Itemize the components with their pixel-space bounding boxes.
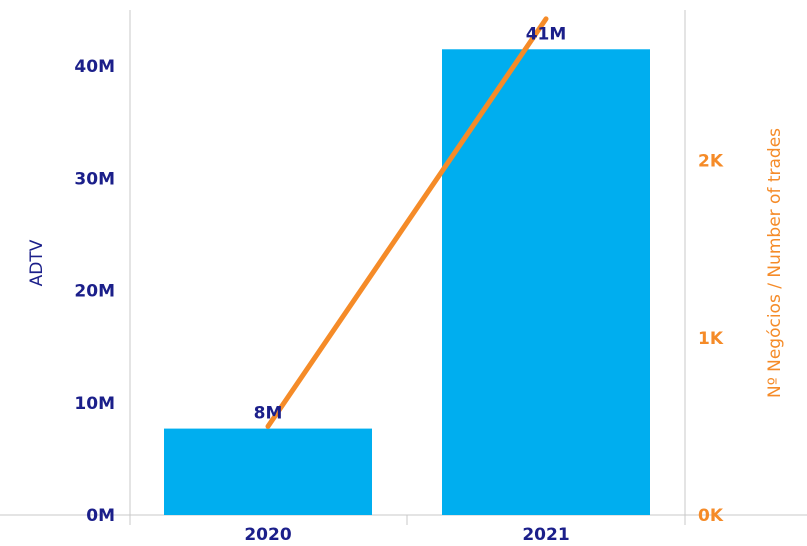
y-tick-label: 20M	[74, 282, 115, 302]
bars	[164, 49, 650, 515]
bar-data-label: 41M	[526, 24, 567, 44]
y-tick-label: 10M	[74, 394, 115, 414]
y2-tick-label: 1K	[698, 329, 724, 349]
x-tick-label: 2020	[244, 525, 291, 545]
y2-axis-title: Nº Negócios / Number of trades	[765, 128, 785, 398]
y-tick-label: 30M	[74, 169, 115, 189]
y2-tick-label: 0K	[698, 506, 724, 526]
bar-data-label: 8M	[254, 404, 283, 424]
y-tick-label: 0M	[86, 506, 115, 526]
y-tick-label: 40M	[74, 57, 115, 77]
x-tick-label: 2021	[522, 525, 569, 545]
y2-tick-label: 2K	[698, 152, 724, 172]
axes	[0, 10, 807, 525]
adtv-bar	[164, 429, 372, 515]
labels: 0M 10M 20M 30M 40M 0K 1K 2K 2020 2021 ADTV Nº Negóc…	[27, 24, 785, 545]
adtv-bar	[442, 49, 650, 515]
y-axis-title: ADTV	[27, 239, 47, 286]
